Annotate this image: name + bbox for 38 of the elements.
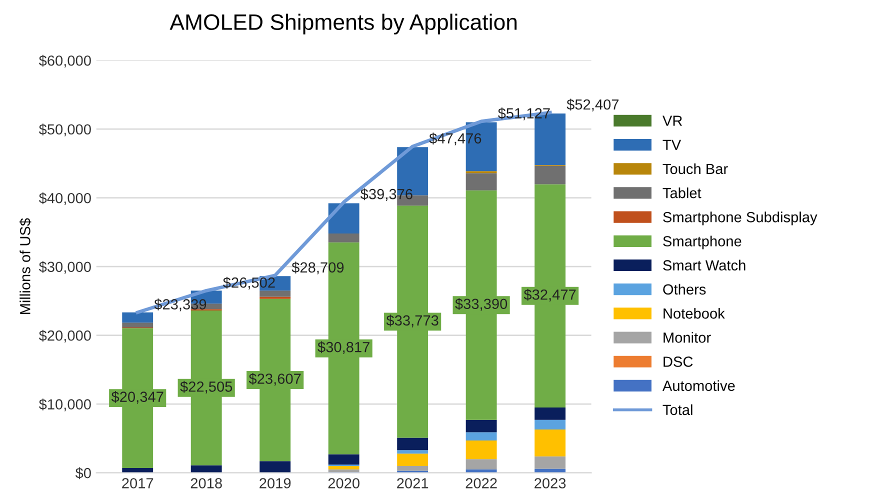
data-label: $20,347 <box>111 391 164 404</box>
x-tick-label: 2020 <box>328 478 360 488</box>
y-tick-label: $60,000 <box>38 54 91 68</box>
x-tick-label: 2021 <box>397 478 428 488</box>
legend-label: Smartphone Subdisplay <box>663 212 818 226</box>
legend-label: Smart Watch <box>663 260 746 271</box>
legend-label: Smartphone <box>663 236 742 250</box>
data-label: $33,390 <box>455 298 508 311</box>
y-axis-title: Millions of US$ <box>19 218 32 314</box>
data-label: $30,817 <box>318 341 370 354</box>
data-label: $52,407 <box>566 98 619 112</box>
data-label: $32,477 <box>524 288 576 302</box>
legend-label: Automotive <box>662 380 735 391</box>
legend-label: Total <box>662 404 692 416</box>
legend-label: VR <box>662 116 682 126</box>
x-tick-label: 2022 <box>466 478 497 488</box>
x-tick-label: 2023 <box>534 478 566 488</box>
y-tick-label: $10,000 <box>38 398 91 412</box>
y-tick-label: $30,000 <box>38 261 91 274</box>
data-label: $51,127 <box>498 108 550 120</box>
data-label: $23,607 <box>248 372 301 386</box>
y-tick-label: $50,000 <box>38 124 91 136</box>
x-tick-label: 2019 <box>260 478 291 488</box>
legend-label: Others <box>663 284 706 295</box>
data-label: $22,505 <box>180 380 232 394</box>
legend-label: DSC <box>664 356 693 367</box>
legend-label: Touch Bar <box>662 163 728 174</box>
y-tick-label: $20,000 <box>38 330 91 342</box>
data-label: $33,773 <box>386 314 438 328</box>
legend-label: Tablet <box>662 188 702 198</box>
x-tick-label: 2018 <box>190 478 222 488</box>
x-tick-label: 2017 <box>122 478 154 488</box>
y-tick-label: $0 <box>75 467 91 480</box>
y-tick-label: $40,000 <box>38 192 91 205</box>
legend-label: Notebook <box>664 308 725 319</box>
chart-title: AMOLED Shipments by Application <box>170 14 517 34</box>
legend-label: TV <box>662 140 682 150</box>
legend-label: Monitor <box>664 332 711 343</box>
